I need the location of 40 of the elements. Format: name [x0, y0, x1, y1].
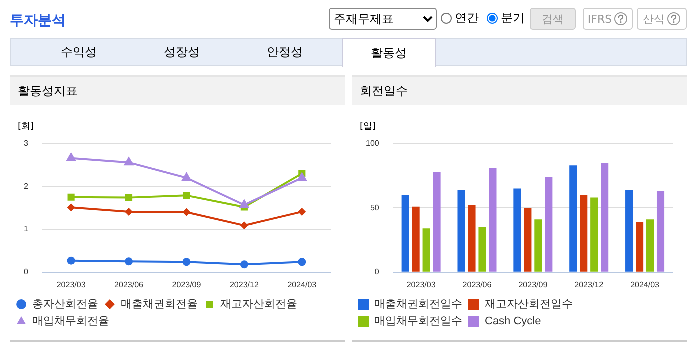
y-tick-label: 0: [374, 268, 380, 277]
chart-title: 활동성지표: [10, 77, 345, 105]
chart-title: 회전일수: [352, 77, 687, 105]
text: 검색: [530, 8, 576, 30]
text: 수익성: [60, 44, 98, 61]
legend-label: Cash Cycle: [485, 316, 542, 328]
text: 투자분석: [10, 12, 66, 30]
text: 안정성: [266, 44, 304, 61]
text: 주재무제표: [329, 8, 437, 30]
x-tick-label: 2023/06: [462, 280, 492, 290]
y-tick-label: 1: [24, 224, 29, 234]
legend-label: 매출채권회전율: [121, 298, 198, 311]
y-tick-label: 3: [24, 139, 29, 148]
x-tick-label: 2023/06: [114, 280, 144, 290]
legend-label: 매입채무회전일수: [374, 316, 462, 328]
x-tick-label: 2023/12: [230, 280, 260, 290]
x-tick-label: 2023/09: [518, 280, 548, 290]
y-axis-title: [회]: [18, 121, 34, 133]
y-tick-label: 100: [366, 139, 380, 148]
text: 연간: [454, 10, 479, 27]
text: 분기: [500, 10, 525, 27]
text: 활동성: [342, 38, 436, 67]
x-tick-label: 2023/09: [172, 280, 202, 290]
legend-label: 총자산회전율: [32, 298, 98, 311]
x-tick-label: 2024/03: [630, 280, 660, 290]
x-tick-label: 2023/03: [56, 280, 86, 290]
text: IFRS: [588, 12, 612, 26]
legend-label: 재고자산회전율: [220, 298, 298, 311]
text: 성장성: [163, 44, 201, 61]
text: 산식: [643, 12, 665, 26]
y-tick-label: 2: [24, 182, 29, 191]
y-axis-title: [일]: [360, 121, 376, 133]
legend-label: 매출채권회전일수: [374, 298, 462, 311]
legend-label: 매입채무회전율: [32, 316, 110, 328]
x-tick-label: 2024/03: [288, 280, 318, 290]
x-tick-label: 2023/03: [406, 280, 436, 290]
legend-label: 재고자산회전일수: [485, 298, 573, 311]
y-tick-label: 50: [370, 203, 380, 212]
x-tick-label: 2023/12: [574, 280, 604, 290]
y-tick-label: 0: [24, 268, 29, 277]
